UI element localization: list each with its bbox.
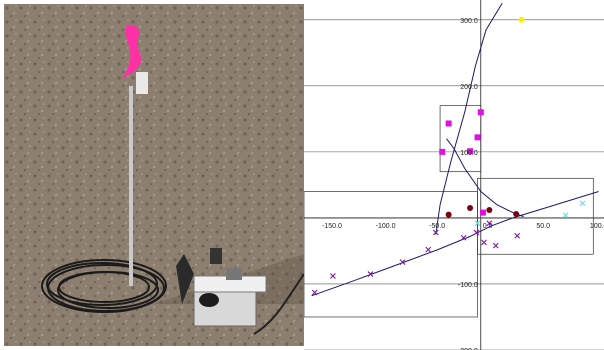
pink-flag-tape	[122, 24, 141, 80]
data-point-cross	[399, 259, 406, 266]
data-point-cross	[579, 200, 586, 207]
data-point-circle	[513, 210, 520, 217]
data-points	[311, 16, 586, 296]
data-point-square	[445, 120, 452, 127]
data-point-cross	[481, 239, 487, 246]
y-tick-label: -100.0	[458, 282, 478, 289]
data-point-square	[477, 109, 484, 116]
x-tick-label: -50.0	[429, 223, 445, 230]
fit-curve	[435, 3, 503, 235]
data-point-cross	[492, 242, 499, 249]
data-point-cross	[562, 212, 569, 219]
y-tick-label: 200.0	[460, 84, 478, 91]
logger-electronics	[176, 248, 267, 327]
cable-run	[253, 273, 304, 335]
selection-boxes	[304, 105, 594, 318]
fit-curve	[446, 138, 524, 218]
x-tick-label: 100.0	[590, 223, 604, 230]
data-point-cross	[425, 246, 432, 253]
fit-curves	[311, 3, 599, 297]
scatter-plot: -150.0 -100.0 -50.0 0.0 50.0 100.0 300.0 200.0 1…	[304, 0, 604, 350]
data-point-circle	[467, 205, 474, 212]
gridlines	[304, 19, 604, 350]
data-point-cross	[474, 220, 481, 227]
selection-box	[439, 105, 482, 173]
data-point-cross	[432, 229, 439, 236]
x-tick-label: -150.0	[322, 223, 342, 230]
x-tick-label: 50.0	[536, 223, 550, 230]
selection-box	[477, 177, 594, 255]
data-point-cross	[473, 229, 480, 236]
data-point-cross	[486, 220, 493, 227]
x-tick-label: -100.0	[376, 223, 396, 230]
selection-box	[304, 191, 478, 318]
cable-coil	[41, 259, 167, 313]
data-point-cross	[460, 234, 467, 241]
data-point-cross	[330, 273, 336, 279]
x-tick-label: 0.0	[483, 223, 493, 230]
data-point-square	[479, 209, 486, 216]
y-tick-label: 100.0	[460, 150, 478, 157]
tick-labels: -150.0 -100.0 -50.0 0.0 50.0 100.0 300.0 200.0 1…	[322, 18, 604, 350]
sensor-mast	[129, 86, 133, 286]
fit-curve	[311, 191, 599, 297]
data-point-cross	[311, 289, 318, 296]
data-point-square	[439, 148, 446, 155]
data-point-cross	[367, 271, 374, 277]
y-tick-label: -200.0	[458, 348, 478, 350]
data-point-square	[467, 148, 474, 155]
field-sensor-photo	[4, 4, 304, 346]
data-point-circle	[486, 207, 493, 213]
data-point-square	[474, 134, 481, 141]
data-point-circle	[445, 211, 452, 218]
data-point-cross	[514, 232, 521, 239]
sensor-head	[136, 72, 148, 94]
y-tick-label: 300.0	[460, 18, 478, 25]
data-point-circle	[518, 16, 525, 23]
